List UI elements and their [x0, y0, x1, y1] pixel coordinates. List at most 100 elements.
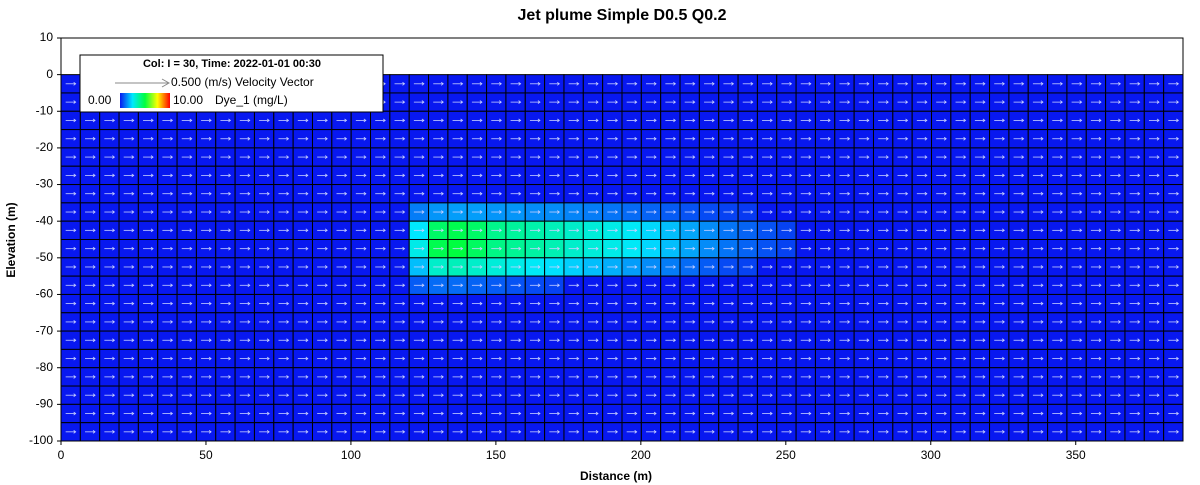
velocity-arrow-head — [982, 430, 986, 434]
velocity-arrow-head — [769, 173, 773, 178]
velocity-arrow-head — [808, 136, 812, 141]
velocity-arrow-head — [150, 283, 154, 288]
velocity-arrow-head — [402, 100, 406, 104]
velocity-arrow-head — [1156, 118, 1160, 123]
velocity-arrow-head — [789, 265, 793, 269]
velocity-arrow-head — [499, 173, 502, 178]
velocity-arrow-head — [692, 430, 696, 434]
velocity-arrow-head — [731, 283, 735, 288]
velocity-arrow-head — [847, 356, 851, 361]
velocity-arrow-head — [866, 320, 870, 324]
velocity-arrow-head — [595, 136, 599, 141]
velocity-arrow-head — [847, 191, 851, 196]
velocity-arrow-head — [750, 210, 754, 214]
velocity-arrow-head — [750, 155, 754, 159]
velocity-arrow-head — [537, 356, 541, 361]
velocity-arrow-head — [1176, 356, 1179, 361]
velocity-arrow-head — [150, 155, 154, 159]
velocity-arrow-head — [1176, 155, 1179, 159]
velocity-arrow-head — [247, 246, 251, 251]
velocity-arrow-head — [92, 393, 96, 398]
velocity-arrow-head — [963, 301, 967, 306]
velocity-arrow-head — [615, 246, 618, 251]
velocity-arrow-head — [557, 191, 560, 196]
velocity-arrow-head — [189, 375, 193, 379]
velocity-arrow-head — [615, 375, 618, 379]
y-tick-label: -100 — [29, 433, 53, 447]
velocity-arrow-head — [557, 100, 560, 104]
velocity-arrow-head — [1156, 155, 1160, 159]
velocity-arrow-head — [1098, 155, 1102, 159]
velocity-arrow-head — [576, 320, 580, 324]
velocity-arrow-head — [866, 283, 870, 288]
velocity-arrow-head — [460, 191, 464, 196]
velocity-arrow-head — [92, 430, 96, 434]
velocity-arrow-head — [1040, 375, 1044, 379]
velocity-arrow-head — [460, 228, 464, 233]
velocity-arrow-head — [943, 356, 947, 361]
velocity-arrow-head — [479, 155, 483, 159]
velocity-arrow-head — [440, 173, 444, 178]
velocity-arrow-head — [363, 191, 367, 196]
velocity-arrow-head — [847, 411, 851, 416]
velocity-arrow-head — [731, 430, 735, 434]
velocity-arrow-head — [789, 320, 793, 324]
velocity-arrow-head — [1040, 246, 1044, 251]
velocity-arrow-head — [1079, 246, 1083, 251]
velocity-arrow-head — [653, 246, 657, 251]
velocity-arrow-head — [1098, 393, 1102, 398]
velocity-arrow-head — [1098, 411, 1102, 416]
velocity-arrow-head — [885, 81, 889, 86]
velocity-arrow-head — [750, 301, 754, 306]
velocity-arrow-head — [228, 375, 232, 379]
velocity-arrow-head — [595, 356, 599, 361]
velocity-arrow-head — [402, 81, 406, 86]
velocity-arrow-head — [653, 118, 657, 123]
velocity-arrow-head — [266, 338, 270, 343]
velocity-arrow-head — [943, 411, 947, 416]
velocity-arrow-head — [1021, 136, 1025, 141]
velocity-arrow-head — [963, 210, 967, 214]
velocity-arrow-head — [982, 100, 986, 104]
velocity-arrow-head — [440, 265, 444, 269]
velocity-arrow-head — [924, 411, 928, 416]
velocity-arrow-head — [479, 100, 483, 104]
y-tick-label: -50 — [36, 250, 54, 264]
velocity-arrow-head — [402, 375, 406, 379]
velocity-arrow-head — [615, 136, 618, 141]
velocity-arrow-head — [150, 265, 154, 269]
velocity-arrow-head — [866, 81, 870, 86]
velocity-arrow-head — [363, 246, 367, 251]
velocity-arrow-head — [634, 301, 638, 306]
velocity-arrow-head — [1040, 301, 1044, 306]
velocity-arrow-head — [363, 228, 367, 233]
velocity-arrow-head — [1060, 118, 1063, 123]
velocity-arrow-head — [1001, 136, 1005, 141]
velocity-arrow-head — [924, 81, 928, 86]
velocity-arrow-head — [827, 301, 831, 306]
velocity-arrow-head — [943, 118, 947, 123]
velocity-arrow-head — [421, 283, 425, 288]
velocity-arrow-head — [344, 356, 348, 361]
velocity-arrow-head — [421, 173, 425, 178]
velocity-arrow-head — [634, 228, 638, 233]
velocity-arrow-head — [982, 173, 986, 178]
velocity-arrow-head — [1137, 210, 1141, 214]
velocity-arrow-head — [673, 136, 677, 141]
velocity-arrow-head — [1079, 191, 1083, 196]
velocity-arrow-head — [769, 210, 773, 214]
velocity-arrow-head — [711, 411, 715, 416]
velocity-arrow-head — [1098, 320, 1102, 324]
velocity-arrow-head — [382, 411, 386, 416]
velocity-arrow-head — [905, 338, 909, 343]
velocity-arrow-head — [460, 430, 464, 434]
velocity-arrow-head — [460, 210, 464, 214]
velocity-arrow-head — [499, 265, 502, 269]
velocity-arrow-head — [615, 411, 618, 416]
velocity-arrow-head — [344, 210, 348, 214]
velocity-arrow-head — [228, 265, 232, 269]
velocity-arrow-head — [499, 430, 502, 434]
velocity-arrow-head — [595, 265, 599, 269]
velocity-arrow-head — [189, 246, 193, 251]
x-tick-label: 250 — [776, 448, 796, 462]
